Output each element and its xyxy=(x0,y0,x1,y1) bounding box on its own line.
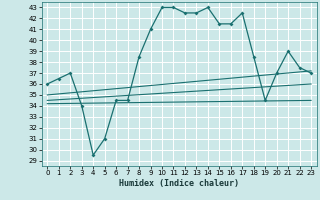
X-axis label: Humidex (Indice chaleur): Humidex (Indice chaleur) xyxy=(119,179,239,188)
